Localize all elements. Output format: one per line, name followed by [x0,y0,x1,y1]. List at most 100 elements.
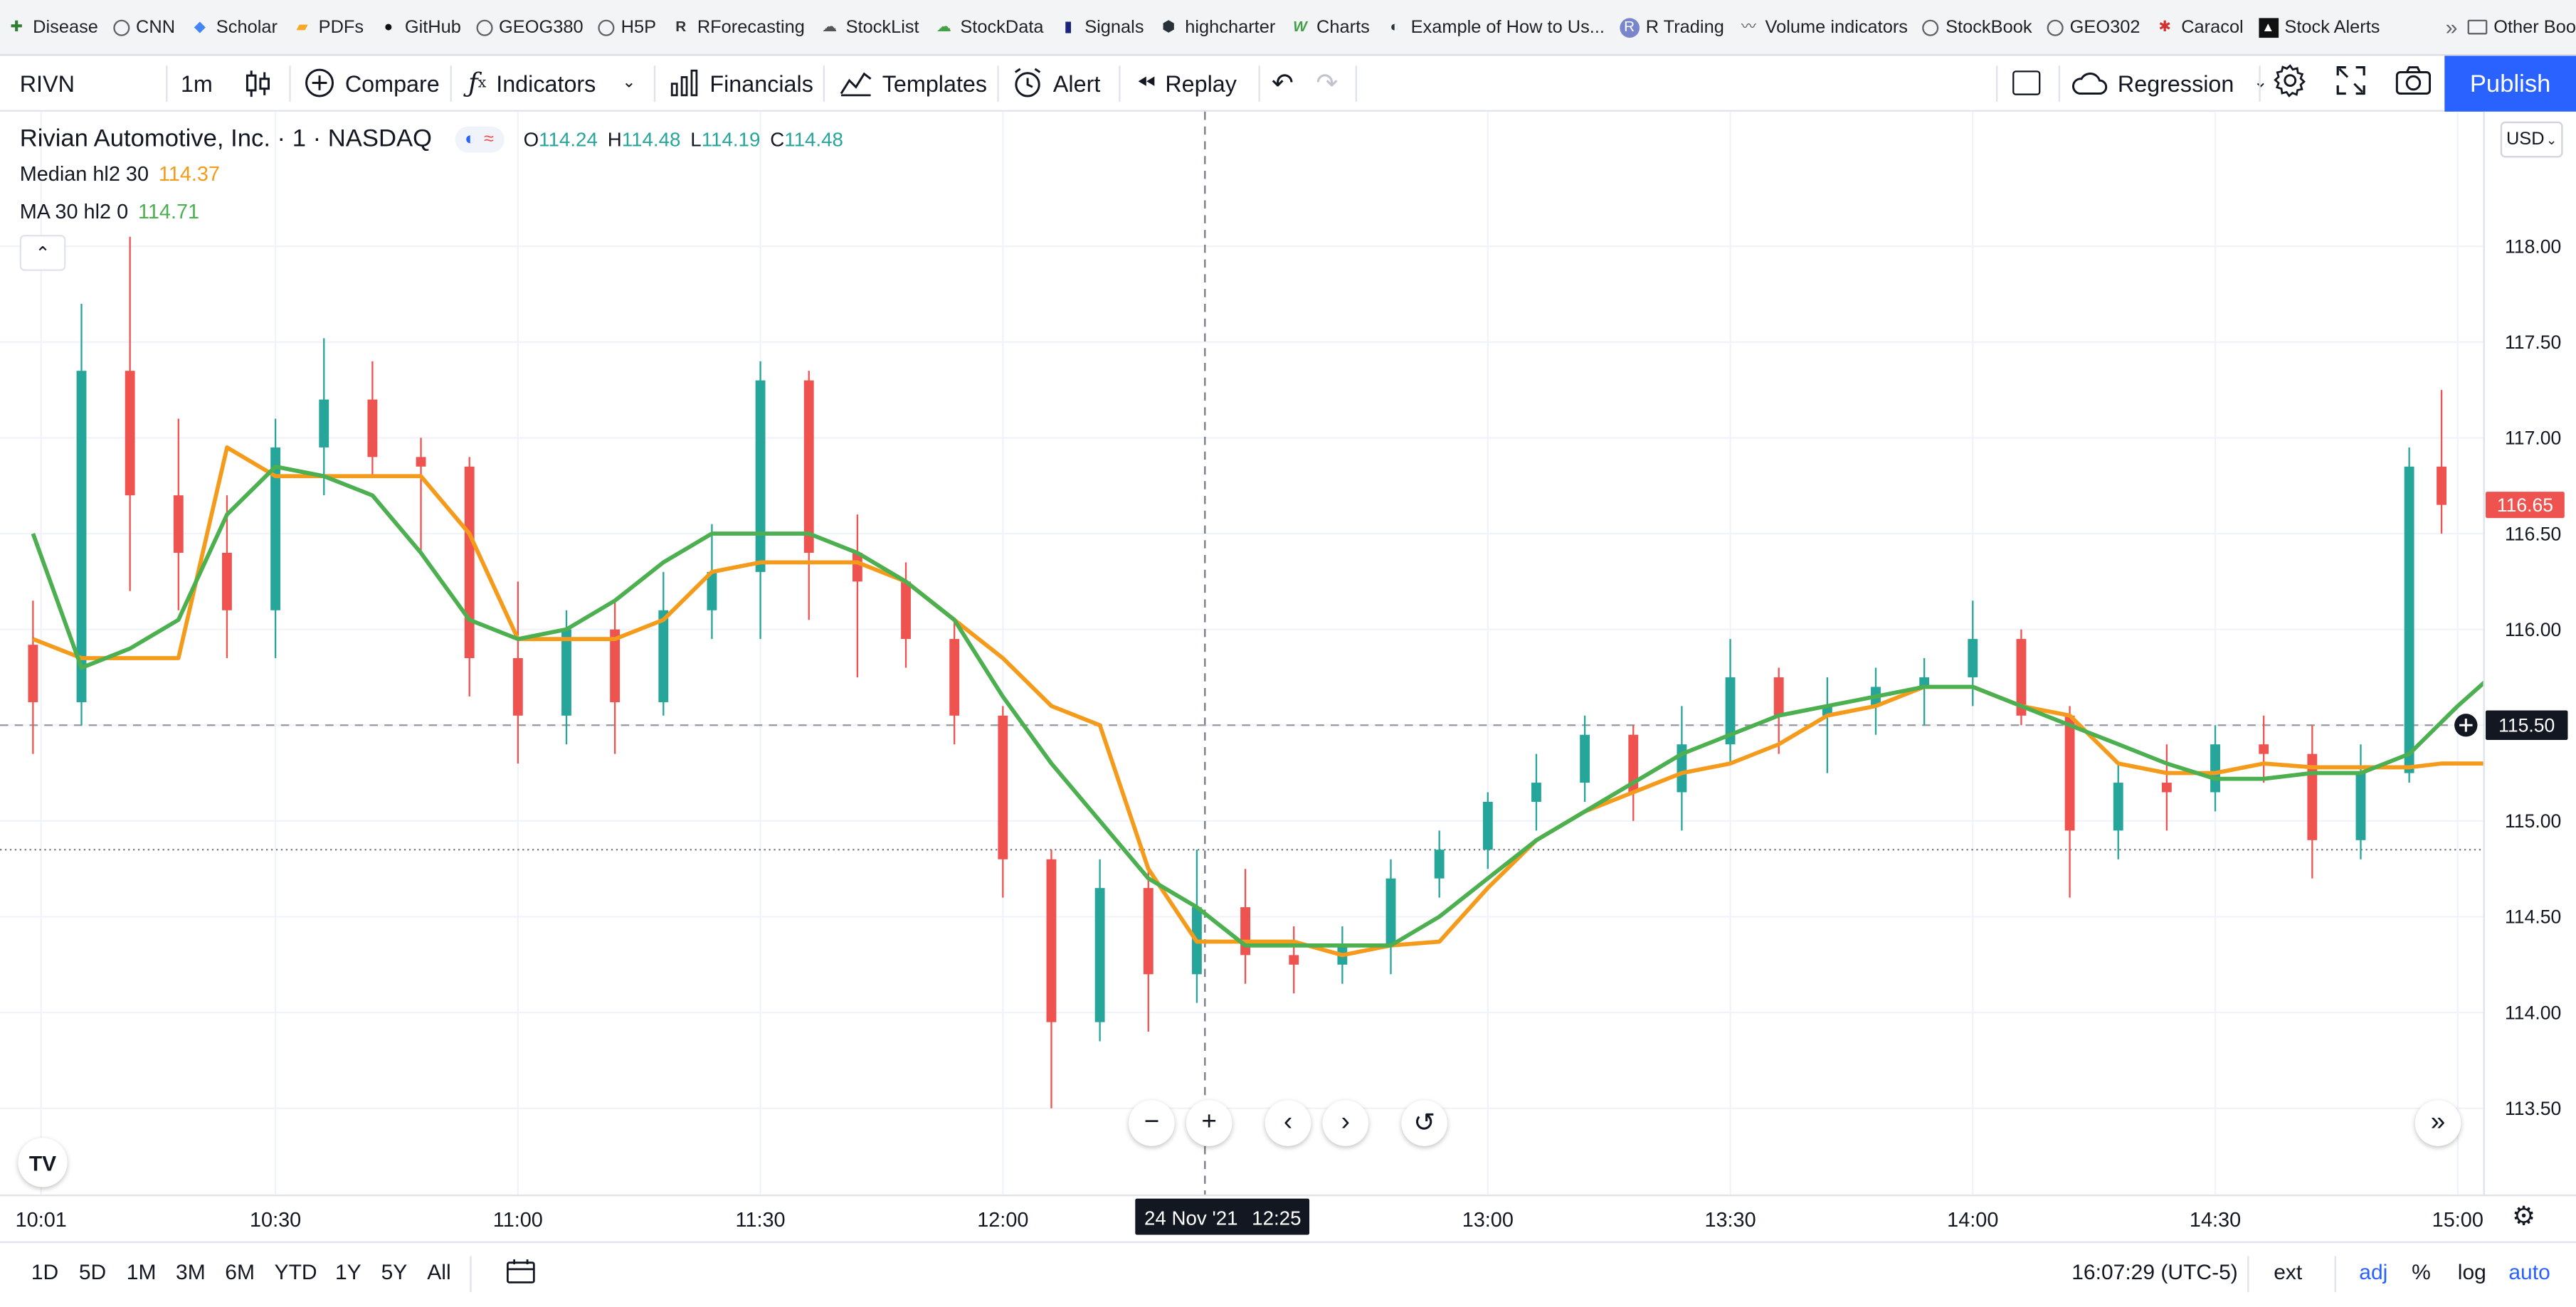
adjust-toggle[interactable]: adj [2359,1259,2388,1284]
y-tick-label: 115.00 [2505,810,2561,832]
undo-button[interactable]: ↶ [1272,55,1294,110]
candle-body [1773,677,1784,716]
go-to-date-button[interactable] [506,1258,536,1292]
regression-button[interactable]: Regression ⌄ [2071,55,2267,110]
collapse-legend-button[interactable]: ⌃ [19,235,66,271]
clock-timezone[interactable]: 16:07:29 (UTC-5) [2071,1259,2238,1284]
bookmark-highcharter[interactable]: ⬢ highcharter [1158,17,1275,37]
reset-chart-button[interactable]: ↺ [1401,1100,1447,1146]
symbol-search[interactable]: RIVN [19,70,75,97]
tv-logo-icon: TV [28,1150,57,1175]
layout-button[interactable] [2012,55,2041,110]
bookmark-h5p[interactable]: H5P [598,17,656,37]
candle-body [755,380,766,572]
range-3m[interactable]: 3M [176,1259,206,1284]
bookmark-disease[interactable]: ✚ Disease [6,17,98,37]
other-bookmarks-folder[interactable]: Other Boo [2467,17,2576,37]
x-tick-label: 13:30 [1704,1209,1756,1232]
bookmark-geo302[interactable]: GEO302 [2047,17,2140,37]
range-1y[interactable]: 1Y [334,1259,361,1284]
bookmark-stockbook[interactable]: StockBook [1922,17,2032,37]
chevron-down-icon[interactable]: ⌄ [622,73,636,92]
bookmark-signals[interactable]: ▮ Signals [1058,17,1144,37]
zoom-in-button[interactable]: + [1186,1100,1232,1146]
financials-button[interactable]: Financials [669,55,813,110]
scroll-right-button[interactable]: › [1322,1100,1369,1146]
gear-icon [2272,63,2308,104]
templates-icon [840,69,872,97]
fullscreen-button[interactable] [2336,55,2366,110]
minus-icon: − [1144,1108,1160,1136]
last-price-badge [2486,492,2565,519]
chevron-left-icon: ‹ [1283,1108,1293,1136]
candle-body [901,581,911,640]
currency-select[interactable]: USD ⌄ [2500,121,2563,158]
bookmark-scholar[interactable]: ◆ Scholar [190,17,278,37]
pdf-icon: ▰ [296,18,308,35]
range-5d[interactable]: 5D [78,1259,107,1284]
time-scale-settings-button[interactable]: ⚙ [2512,1200,2535,1233]
bookmark-stockdata[interactable]: ☁ StockData [934,17,1044,37]
chevron-down-icon[interactable]: ⌄ [2254,73,2268,92]
alert-button[interactable]: Alert [1012,55,1100,110]
plus-icon: + [1201,1108,1217,1136]
auto-scale-toggle[interactable]: auto [2508,1259,2550,1284]
candle-body [1919,677,1930,687]
replay-button[interactable]: ⏪︎ Replay [1136,68,1237,97]
bookmark-pdfs[interactable]: ▰ PDFs [292,17,364,37]
legend-median[interactable]: Median hl2 30 114.37 [20,162,220,185]
publish-button[interactable]: Publish [2444,55,2576,112]
candle-body [2064,715,2075,831]
scroll-left-button[interactable]: ‹ [1265,1100,1311,1146]
settings-button[interactable] [2272,55,2308,110]
open-label: O [523,127,539,151]
market-status-pill[interactable]: ◐ ≈ [455,125,504,152]
interval-button[interactable]: 1m [180,70,213,97]
legend-main: Rivian Automotive, Inc. · 1 · NASDAQ ◐ ≈… [20,125,853,152]
percent-scale-toggle[interactable]: % [2412,1259,2431,1284]
bookmark-charts[interactable]: W Charts [1290,17,1370,37]
tradingview-logo[interactable]: TV [18,1138,68,1187]
range-6m[interactable]: 6M [225,1259,255,1284]
zoom-out-button[interactable]: − [1129,1100,1175,1146]
divider [653,65,656,102]
rewind-icon: ⏪︎ [1136,68,1156,95]
series-title[interactable]: Rivian Automotive, Inc. · 1 · NASDAQ [19,125,433,153]
range-5y[interactable]: 5Y [381,1259,408,1284]
candle-body [512,658,523,716]
crosshair-price-label: 115.50 [2498,715,2555,736]
bookmark-geog380[interactable]: GEOG380 [475,17,584,37]
x-tick-label: 14:30 [2190,1209,2241,1232]
range-all[interactable]: All [427,1259,451,1284]
candle-body [803,380,814,553]
bookmark-volume-indicators[interactable]: 〰 Volume indicators [1739,17,1908,37]
price-scale-background [2483,111,2576,1196]
bookmark-caracol[interactable]: ✱ Caracol [2155,17,2243,37]
bookmark-cnn[interactable]: CNN [112,17,175,37]
log-scale-toggle[interactable]: log [2457,1259,2486,1284]
redo-button[interactable]: ↷ [1316,55,1338,110]
range-ytd[interactable]: YTD [274,1259,317,1284]
bookmark-stocklist[interactable]: ☁ StockList [820,17,919,37]
compare-button[interactable]: Compare [304,55,440,110]
scroll-to-realtime-button[interactable]: » [2414,1100,2461,1146]
templates-button[interactable]: Templates [840,55,987,110]
bookmark-rforecasting[interactable]: R RForecasting [671,17,805,37]
ma-line [31,464,2492,948]
snapshot-button[interactable] [2395,55,2432,110]
range-1d[interactable]: 1D [31,1259,59,1284]
range-1m[interactable]: 1M [126,1259,157,1284]
divider [1119,65,1121,102]
bookmark-github[interactable]: ● GitHub [379,17,460,37]
legend-ma[interactable]: MA 30 hl2 0 114.71 [20,201,199,223]
bookmark-example[interactable]: ◐ Example of How to Us... [1385,17,1605,37]
extended-hours-toggle[interactable]: ext [2274,1259,2303,1284]
more-bookmarks-button[interactable]: » [2445,14,2458,40]
bookmark-stock-alerts[interactable]: ▲ Stock Alerts [2258,17,2380,37]
x-tick-label: 13:00 [1462,1209,1514,1232]
chevron-down-icon: ⌄ [2545,132,2557,147]
chart-type-button[interactable] [241,55,284,110]
